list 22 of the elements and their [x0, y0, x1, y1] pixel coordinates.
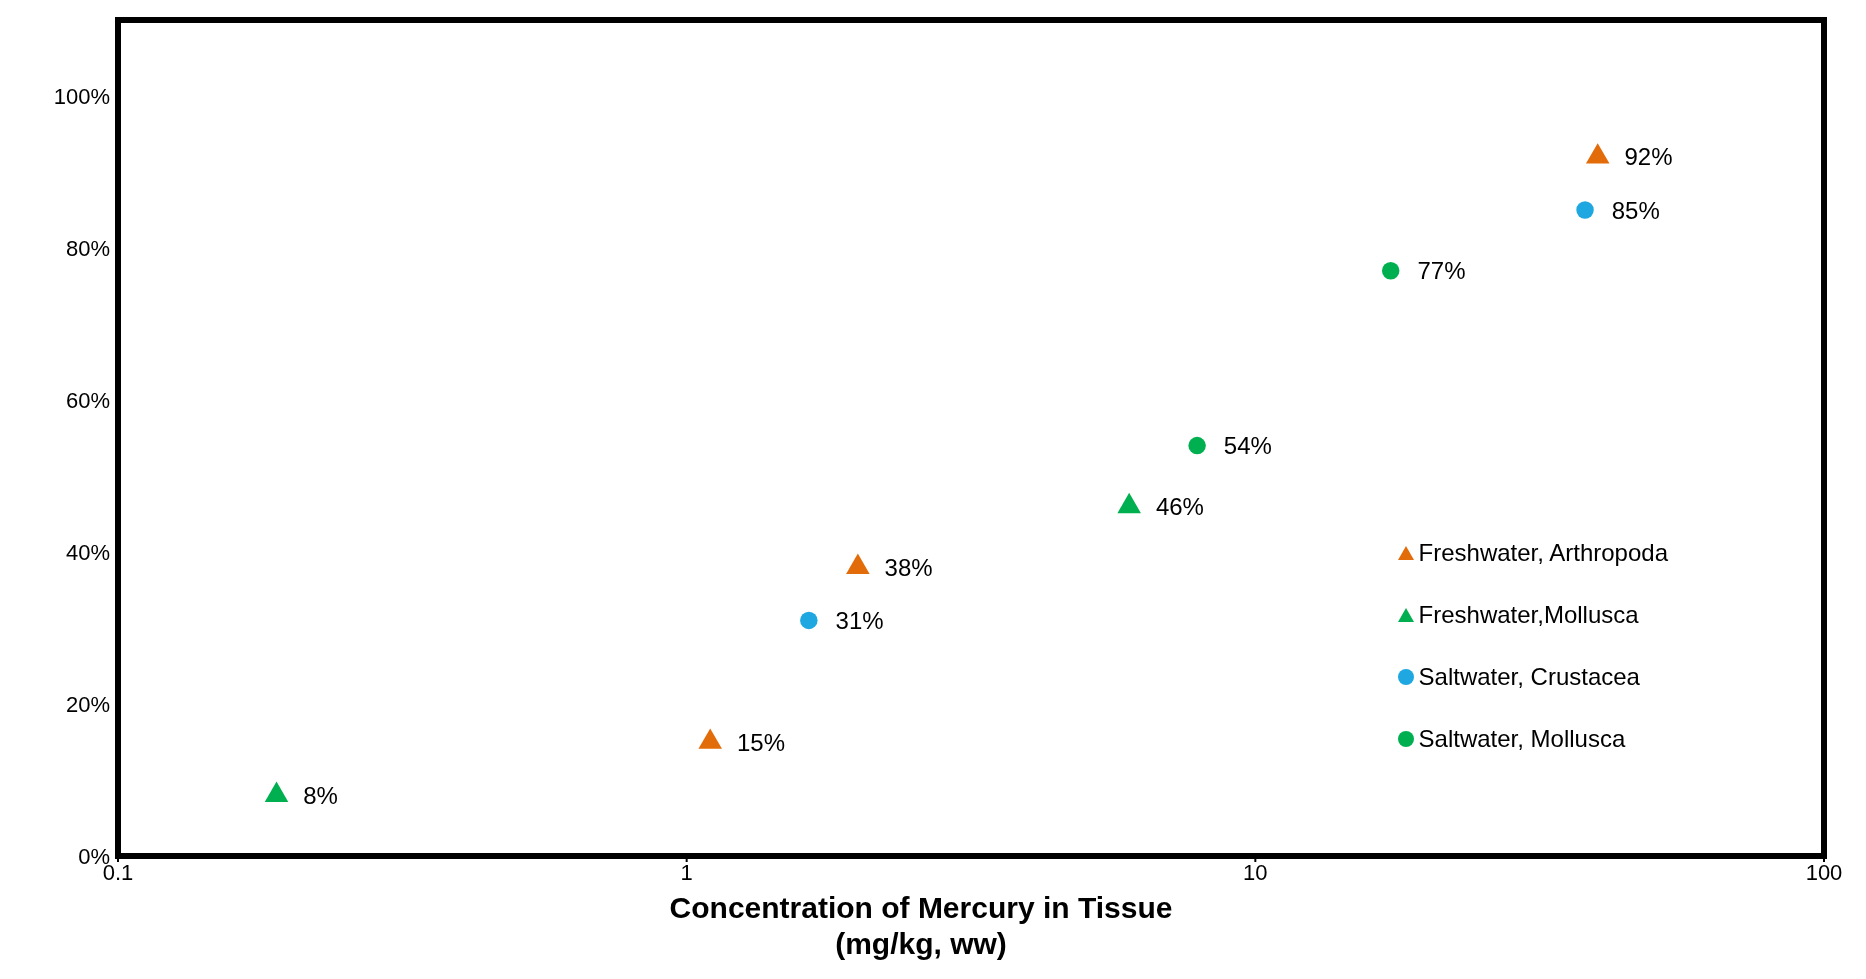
data-label: 54% [1223, 432, 1272, 460]
legend-label: Saltwater, Crustacea [1418, 662, 1640, 692]
y-tick-label: 40% [65, 539, 110, 565]
data-label: 38% [884, 553, 933, 581]
data-label: 31% [835, 606, 884, 634]
data-label: 15% [736, 728, 785, 756]
y-tick-label: 80% [65, 235, 110, 261]
data-label: 8% [303, 781, 338, 809]
y-tick-label: 20% [65, 691, 110, 717]
legend-label: Saltwater, Mollusca [1418, 724, 1626, 754]
y-tick-label: 60% [65, 387, 110, 413]
x-tick-label: 1 [680, 859, 693, 885]
x-tick-label: 100 [1805, 859, 1843, 885]
data-label: 46% [1155, 492, 1204, 520]
x-tick-label: 10 [1243, 859, 1268, 885]
legend-label: Freshwater,Mollusca [1418, 600, 1639, 630]
y-tick-label: 100% [53, 83, 110, 109]
x-axis-title: Concentration of Mercury in Tissue (mg/kg, ww) [668, 890, 1174, 962]
legend-label: Freshwater, Arthropoda [1418, 538, 1668, 568]
data-label: 77% [1417, 257, 1466, 285]
data-label: 92% [1624, 143, 1673, 171]
data-label: 85% [1611, 196, 1660, 224]
